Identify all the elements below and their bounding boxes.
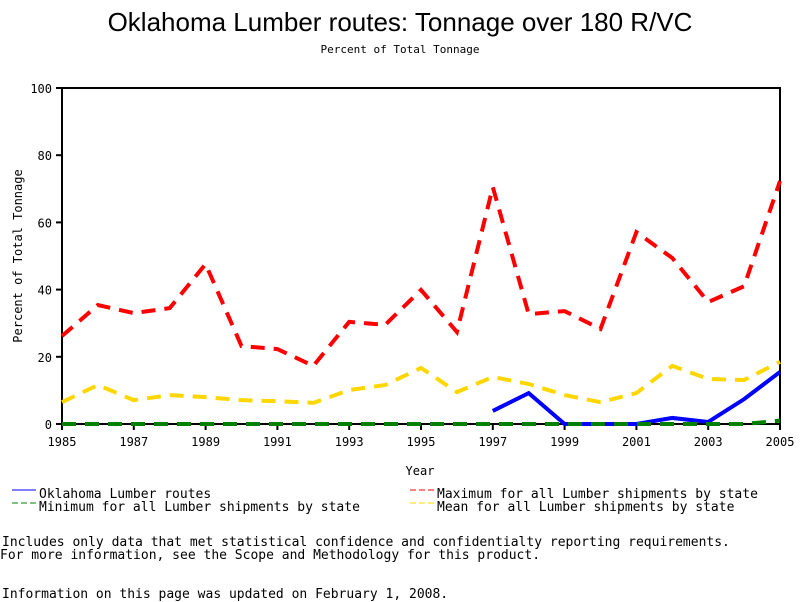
y-tick-label: 40 (38, 284, 52, 298)
y-tick-label: 80 (38, 149, 52, 163)
x-tick-label: 2001 (622, 435, 651, 449)
series-line-1 (62, 181, 780, 366)
x-tick-label: 1993 (335, 435, 364, 449)
x-tick-label: 1995 (407, 435, 436, 449)
note-line-2: For more information, see the Scope and … (0, 548, 540, 563)
x-tick-label: 2003 (694, 435, 723, 449)
x-tick-label: 1985 (48, 435, 77, 449)
x-tick-label: 1997 (478, 435, 507, 449)
y-tick-label: 100 (30, 82, 52, 96)
x-tick-label: 1989 (191, 435, 220, 449)
chart-subtitle: Percent of Total Tonnage (321, 43, 480, 56)
x-tick-label: 1999 (550, 435, 579, 449)
x-axis-label: Year (406, 464, 435, 478)
y-axis-label: Percent of Total Tonnage (11, 169, 25, 342)
x-tick-label: 1991 (263, 435, 292, 449)
y-tick-label: 60 (38, 216, 52, 230)
legend-label: Minimum for all Lumber shipments by stat… (39, 500, 360, 515)
y-tick-label: 20 (38, 351, 52, 365)
series-line-3 (62, 362, 780, 403)
legend-label: Mean for all Lumber shipments by state (437, 500, 735, 515)
chart-title: Oklahoma Lumber routes: Tonnage over 180… (108, 7, 693, 37)
x-tick-label: 1987 (119, 435, 148, 449)
x-tick-label: 2005 (766, 435, 795, 449)
y-tick-label: 0 (45, 418, 52, 432)
